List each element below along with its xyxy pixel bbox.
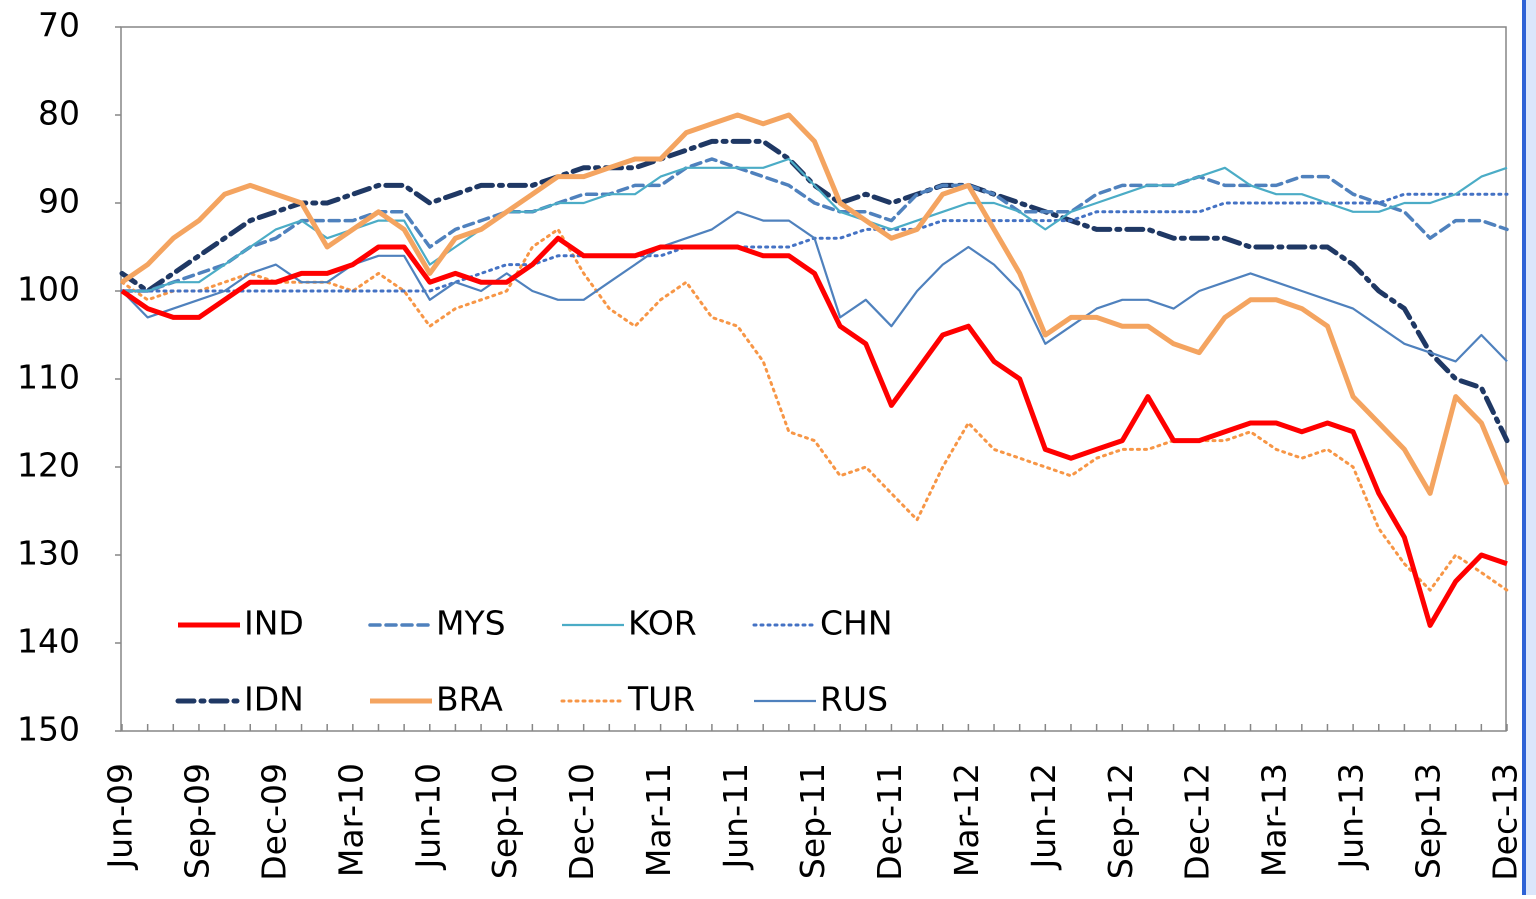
x-tick-label: Sep-12 — [1101, 763, 1140, 879]
x-tick-label: Dec-11 — [870, 763, 909, 881]
x-tick-label: Jun-11 — [716, 763, 755, 870]
y-tick-label: 130 — [17, 534, 80, 573]
x-tick-label: Sep-09 — [177, 763, 216, 879]
y-tick-label: 80 — [38, 94, 80, 133]
legend-label: TUR — [627, 680, 695, 719]
x-tick-label: Mar-11 — [639, 763, 678, 877]
series-line — [121, 210, 1508, 363]
x-tick-label: Mar-12 — [947, 763, 986, 877]
y-tick-label: 140 — [17, 622, 80, 661]
series-line — [120, 227, 1509, 592]
legend-label: RUS — [820, 680, 888, 719]
x-tick-label: Sep-13 — [1409, 763, 1448, 879]
legend-label: KOR — [628, 604, 697, 643]
x-tick-label: Sep-11 — [793, 763, 832, 879]
x-tick-label: Jun-09 — [101, 763, 140, 870]
series-line — [120, 157, 1509, 293]
x-tick-label: Mar-10 — [331, 763, 370, 877]
x-tick-label: Dec-10 — [562, 763, 601, 881]
legend-label: CHN — [820, 604, 893, 643]
y-tick-label: 90 — [38, 182, 80, 221]
legend-label: IDN — [244, 680, 304, 719]
legend-label: IND — [244, 604, 304, 643]
series-line — [120, 235, 1508, 628]
series-line — [120, 112, 1510, 496]
window-edge-inner — [1526, 0, 1536, 895]
y-tick-label: 110 — [17, 358, 80, 397]
x-tick-label: Jun-10 — [408, 763, 447, 870]
x-tick-label: Jun-13 — [1332, 763, 1371, 870]
x-tick-label: Jun-12 — [1024, 763, 1063, 870]
x-tick-label: Mar-13 — [1255, 763, 1294, 877]
plot-area — [120, 26, 1507, 732]
y-tick-label: 70 — [38, 6, 80, 45]
y-tick-label: 100 — [17, 270, 80, 309]
legend-label: BRA — [436, 680, 503, 719]
x-tick-label: Sep-10 — [485, 763, 524, 879]
x-tick-label: Dec-12 — [1178, 763, 1217, 881]
legend-label: MYS — [436, 604, 506, 643]
x-tick-label: Dec-13 — [1486, 763, 1525, 881]
x-tick-label: Dec-09 — [254, 763, 293, 881]
y-tick-label: 120 — [17, 446, 80, 485]
y-tick-label: 150 — [17, 710, 80, 749]
